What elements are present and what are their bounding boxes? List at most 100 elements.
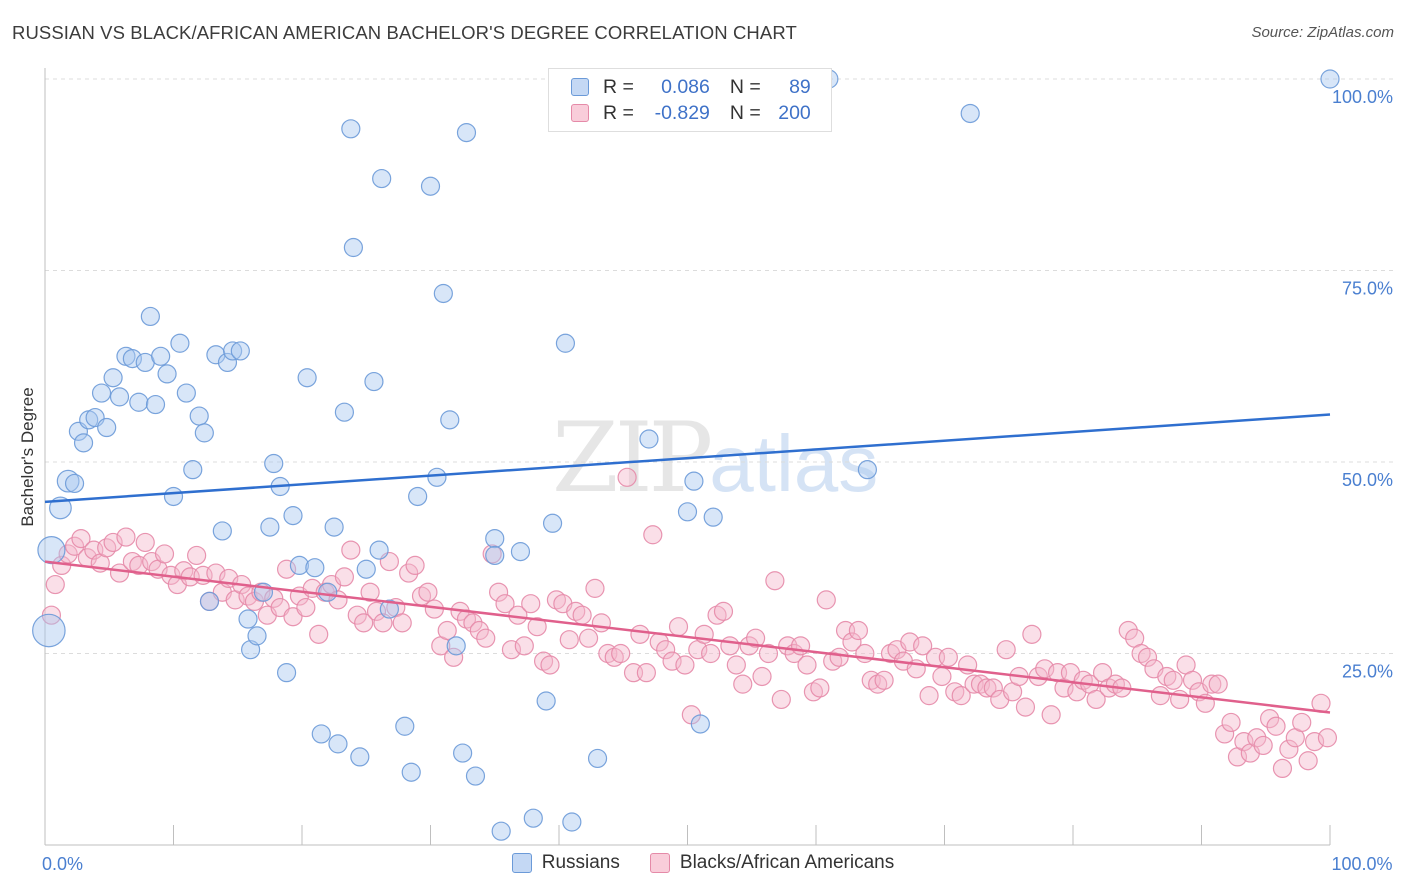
legend-row-blacks: R = -0.829 N = 200 xyxy=(571,100,811,126)
legend-n-label: N = xyxy=(729,101,761,124)
russian-point xyxy=(170,333,190,353)
black-point xyxy=(829,647,849,667)
russian-point xyxy=(427,467,447,487)
black-point xyxy=(874,670,894,690)
black-point xyxy=(1208,674,1228,694)
black-point xyxy=(135,532,155,553)
russian-point xyxy=(485,545,505,566)
russian-point xyxy=(264,453,284,474)
black-point xyxy=(765,571,785,591)
russian-point xyxy=(297,368,317,388)
black-point xyxy=(1304,731,1325,752)
y-tick-label: 100.0% xyxy=(1332,87,1393,107)
russian-point xyxy=(103,368,123,388)
russian-point xyxy=(465,766,486,786)
russian-point xyxy=(194,423,214,443)
black-point xyxy=(733,674,753,694)
russian-point xyxy=(542,513,563,533)
black-point xyxy=(58,544,78,564)
russian-point xyxy=(562,812,582,832)
black-point xyxy=(1202,674,1222,694)
black-point xyxy=(238,586,258,606)
black-point xyxy=(938,647,958,667)
legend-swatch-blacks xyxy=(571,104,589,122)
chart-source: Source: ZipAtlas.com xyxy=(1251,24,1394,41)
russian-point xyxy=(311,724,331,744)
y-tick-label: 25.0% xyxy=(1342,662,1393,682)
russian-trend-line xyxy=(44,413,1331,504)
y-tick-label: 75.0% xyxy=(1342,279,1393,299)
russian-point xyxy=(408,486,428,507)
black-point xyxy=(1182,670,1203,690)
legend-row-russians: R = 0.086 N = 89 xyxy=(571,74,811,100)
y-tick-label: 50.0% xyxy=(1342,470,1393,490)
black-point xyxy=(1234,731,1254,752)
black-point xyxy=(572,605,592,625)
russian-point xyxy=(122,348,142,369)
black-point xyxy=(964,674,984,694)
black-point xyxy=(463,613,483,633)
black-point xyxy=(951,686,971,706)
black-point xyxy=(1247,728,1267,748)
black-point xyxy=(656,640,676,660)
russian-point xyxy=(247,626,267,646)
legend-n-value: 200 xyxy=(778,101,811,124)
russian-point xyxy=(343,237,363,258)
black-point xyxy=(71,528,91,549)
black-point xyxy=(97,538,117,558)
russian-point xyxy=(587,748,608,769)
legend-r-label: R = xyxy=(603,101,634,124)
black-point xyxy=(1163,670,1183,690)
black-point xyxy=(444,647,464,667)
russian-point xyxy=(91,383,112,403)
watermark-atlas: atlas xyxy=(709,419,879,508)
russian-point xyxy=(318,582,338,602)
russian-point xyxy=(64,473,85,494)
russian-point xyxy=(217,352,238,373)
black-point xyxy=(103,532,123,553)
black-point xyxy=(1215,724,1235,744)
black-point xyxy=(1317,728,1338,748)
black-point xyxy=(1292,712,1312,733)
chart-title: RUSSIAN VS BLACK/AFRICAN AMERICAN BACHEL… xyxy=(12,22,797,43)
black-point xyxy=(399,563,419,583)
black-point xyxy=(334,567,355,587)
russian-point xyxy=(372,168,392,189)
russian-point xyxy=(140,306,160,327)
black-point xyxy=(713,601,734,621)
legend-r-value: 0.086 xyxy=(661,75,710,98)
russian-point xyxy=(260,517,280,537)
russian-point xyxy=(212,521,232,541)
black-point xyxy=(720,636,740,656)
black-point xyxy=(932,666,952,687)
black-point xyxy=(983,678,1003,698)
black-point xyxy=(1266,716,1286,736)
black-point xyxy=(585,578,605,598)
black-point xyxy=(701,643,721,664)
russian-point xyxy=(129,392,149,412)
black-point xyxy=(360,582,380,602)
black-point xyxy=(1260,709,1280,729)
black-point xyxy=(45,574,65,595)
black-point xyxy=(559,630,579,650)
russian-point xyxy=(283,506,303,526)
russian-point xyxy=(97,417,117,438)
black-point xyxy=(996,640,1016,660)
russian-point xyxy=(639,429,659,449)
russian-point xyxy=(420,176,441,196)
black-point xyxy=(276,559,297,579)
correlation-legend: R = 0.086 N = 89 R = -0.829 N = 200 xyxy=(548,68,832,132)
russian-point xyxy=(395,716,415,736)
black-point xyxy=(187,545,207,566)
grid-lines xyxy=(45,78,1395,654)
russian-point xyxy=(324,517,344,537)
russian-point xyxy=(379,599,399,619)
russian-point xyxy=(289,555,310,576)
black-point xyxy=(154,544,175,564)
legend-item-russians: Russians xyxy=(511,852,620,874)
russian-point xyxy=(510,542,531,562)
black-point xyxy=(752,666,772,687)
russian-point xyxy=(334,402,355,422)
black-point xyxy=(617,467,637,487)
black-point xyxy=(1118,620,1138,641)
